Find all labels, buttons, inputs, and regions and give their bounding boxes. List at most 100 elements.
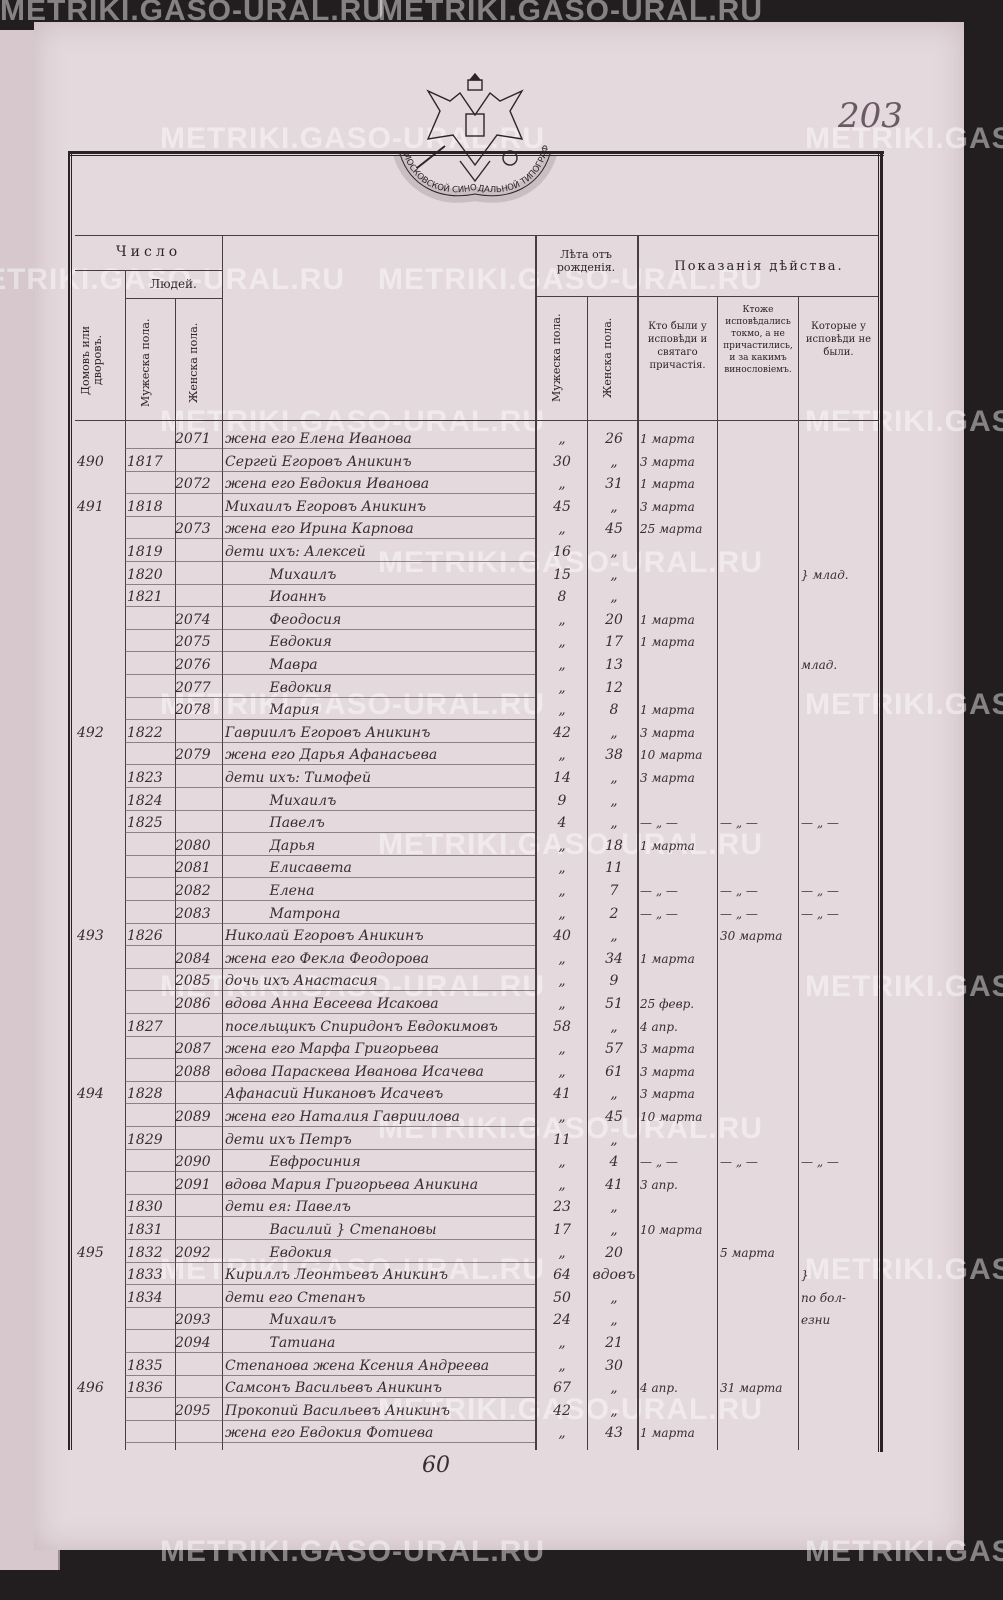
- male-number: 1827: [127, 1018, 163, 1035]
- confessed-date: 1 марта: [640, 612, 695, 627]
- female-age: 45: [605, 1109, 623, 1125]
- person-name: посельщикъ Спиридонъ Евдокимовъ: [225, 1018, 498, 1035]
- table-row: 1824 Михаилъ 9 „: [75, 790, 878, 812]
- entry-underline: [125, 1442, 535, 1444]
- entry-underline: [125, 1148, 535, 1150]
- table-row: 2079 жена его Дарья Афанасьева „ 38 10 марта: [75, 744, 878, 766]
- female-age: „: [610, 1289, 618, 1306]
- confessed-only-date: [720, 767, 800, 789]
- household-number: [77, 903, 125, 925]
- confessed-only-date: 5 марта: [720, 1245, 775, 1260]
- confessed-date: 3 марта: [640, 1087, 695, 1102]
- watermark: METRIKI.GASO-URAL.RU: [160, 688, 545, 721]
- male-number: [127, 857, 175, 879]
- confessed-date: 10 марта: [640, 1223, 703, 1237]
- confessed-date: 4 апр.: [640, 1381, 678, 1396]
- not-confessed-note: [801, 993, 879, 1015]
- household-number: [77, 1061, 125, 1083]
- confessed-date: [640, 1242, 720, 1264]
- not-confessed-note: [801, 1038, 879, 1060]
- rule: [125, 298, 222, 299]
- person-name: Афанасий Никановъ Исачевъ: [225, 1086, 444, 1103]
- not-confessed-note: [801, 857, 879, 879]
- table-row: 2076 Мавра „ 13 млад.: [75, 654, 878, 676]
- male-age: „: [558, 679, 566, 696]
- male-number: [127, 948, 175, 970]
- person-name: Евфросиния: [225, 1154, 361, 1171]
- person-name: жена его Ирина Карпова: [225, 521, 414, 538]
- female-number: 2073: [175, 521, 211, 538]
- male-number: [127, 880, 175, 902]
- male-number: 1824: [127, 792, 163, 809]
- not-confessed-note: }: [801, 1268, 809, 1283]
- watermark: METRIKI.GASO-URAL.RU: [378, 263, 763, 296]
- confessed-only-date: [720, 1129, 800, 1151]
- column-divider: [587, 296, 588, 1450]
- male-number: 1833: [127, 1267, 163, 1284]
- header-female: Женска пола.: [187, 322, 200, 403]
- not-confessed-note: [801, 1061, 879, 1083]
- not-confessed-note: [801, 1400, 879, 1422]
- male-age: „: [558, 1357, 566, 1374]
- person-name: вдова Анна Евсеева Исакова: [225, 996, 439, 1012]
- table-row: 1834 дети его Степанъ 50 „ по бол-: [75, 1287, 878, 1309]
- male-age: 45: [553, 498, 571, 515]
- confessed-date: 1 марта: [640, 432, 695, 446]
- table-row: 1827 посельщикъ Спиридонъ Евдокимовъ 58 „ 4 …: [75, 1016, 878, 1038]
- male-number: 1822: [127, 724, 163, 741]
- female-age: 20: [605, 611, 623, 628]
- person-name: Мавра: [225, 657, 318, 673]
- not-confessed-note: [801, 451, 879, 473]
- male-number: 1836: [127, 1380, 163, 1397]
- household-number: [77, 812, 125, 834]
- confessed-only-date: [720, 564, 800, 586]
- table-row: 2082 Елена „ 7 — „ — — „ — — „ —: [75, 880, 878, 902]
- female-age: 2: [609, 905, 619, 922]
- person-name: дочь ихъ Анастасия: [225, 973, 378, 990]
- male-number: [127, 654, 175, 676]
- female-age: 38: [605, 747, 623, 764]
- female-age: „: [610, 1402, 618, 1419]
- entry-underline: [125, 448, 535, 449]
- person-name: Кириллъ Леонтьевъ Аникинъ: [225, 1267, 448, 1284]
- table-row: 490 1817 Сергей Егоровъ Аникинъ 30 „ 3 марта: [75, 451, 878, 473]
- male-age: 14: [553, 770, 571, 786]
- household-number: [77, 677, 125, 699]
- household-number: [77, 1309, 125, 1331]
- male-age: 15: [553, 566, 571, 583]
- female-number: [175, 564, 223, 586]
- confessed-only-date: [720, 518, 800, 540]
- confessed-date: 3 апр.: [640, 1177, 678, 1192]
- table-row: 2080 Дарья „ 18 1 марта: [75, 835, 878, 857]
- female-age: „: [610, 792, 618, 809]
- female-age: „: [610, 815, 618, 832]
- confessed-only-date: [720, 1038, 800, 1060]
- confessed-date: [640, 654, 720, 676]
- female-age: „: [610, 1199, 618, 1216]
- confessed-date: [640, 970, 720, 992]
- confessed-only-date: — „ —: [720, 816, 758, 831]
- male-age: „: [558, 476, 566, 493]
- not-confessed-note: [801, 1016, 879, 1038]
- male-number: [127, 699, 175, 721]
- column-divider: [717, 296, 718, 1450]
- female-number: 2085: [175, 973, 211, 990]
- table-row: 496 1836 Самсонъ Васильевъ Аникинъ 67 „ 4 апр…: [75, 1377, 878, 1399]
- entry-underline: [125, 1329, 535, 1331]
- not-confessed-note: [801, 1083, 879, 1105]
- table-row: 2089 жена его Наталия Гавриилова „ 45 10 мар…: [75, 1106, 878, 1128]
- male-age: „: [558, 747, 566, 764]
- not-confessed-note: [801, 1332, 879, 1354]
- entry-underline: [125, 1058, 535, 1060]
- female-number: 2092: [175, 1244, 211, 1261]
- column-divider: [637, 235, 639, 1450]
- confessed-date: 1 марта: [640, 1426, 695, 1441]
- person-name: Матрона: [225, 905, 341, 922]
- person-name: дети ихъ: Тимофей: [225, 770, 371, 786]
- female-age: „: [610, 928, 618, 945]
- male-number: [127, 1106, 175, 1128]
- female-number: 2078: [175, 702, 211, 719]
- entry-underline: [125, 741, 535, 743]
- confessed-only-date: [720, 451, 800, 473]
- male-age: 67: [553, 1380, 571, 1397]
